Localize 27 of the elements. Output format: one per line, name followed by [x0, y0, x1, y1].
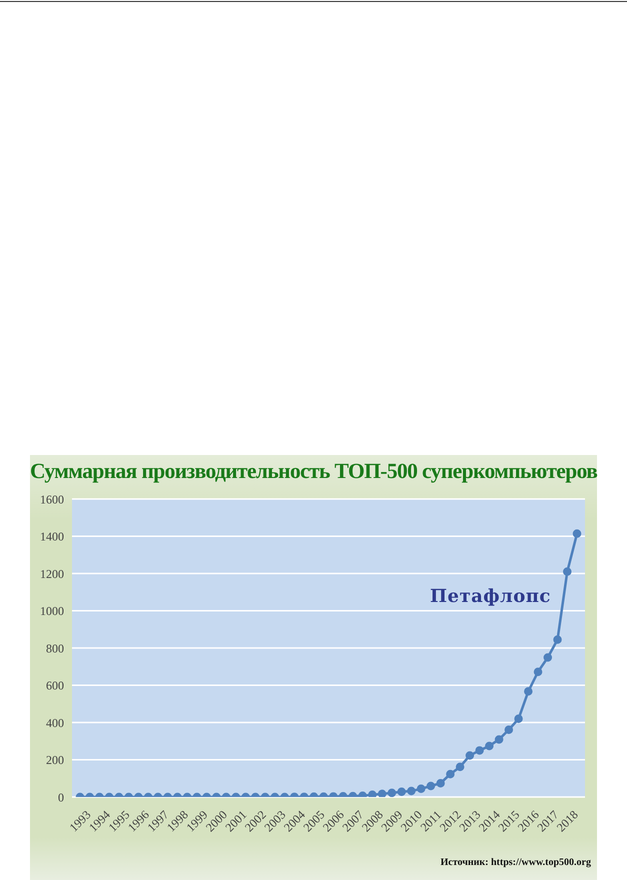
y-tick-label: 1000	[40, 604, 64, 618]
point	[475, 746, 484, 755]
point	[466, 751, 474, 760]
y-tick-label: 600	[46, 678, 64, 693]
point	[436, 778, 445, 788]
point	[485, 742, 494, 750]
point	[524, 687, 533, 696]
point	[534, 668, 542, 676]
annotation: Петафлопс	[430, 586, 551, 607]
point	[446, 770, 455, 778]
y-tick-label: 0	[58, 790, 64, 804]
point	[553, 635, 562, 644]
point	[456, 762, 464, 772]
chart-title: Суммарная производительность ТОП-500 суперкомпьютеров	[30, 459, 598, 484]
point	[544, 653, 552, 662]
point	[504, 726, 514, 734]
y-tick-label: 400	[46, 716, 64, 730]
y-tick-label: 200	[46, 753, 64, 768]
point	[494, 735, 504, 744]
y-tick-label: 1400	[40, 530, 64, 544]
y-tick-label: 1600	[40, 492, 64, 506]
point	[368, 790, 377, 797]
text: Источник: https://www.top500.org	[440, 857, 591, 868]
y-tick-label: 1200	[40, 566, 64, 581]
y-tick-label: 800	[46, 641, 64, 656]
point	[514, 714, 523, 724]
point	[378, 790, 386, 797]
